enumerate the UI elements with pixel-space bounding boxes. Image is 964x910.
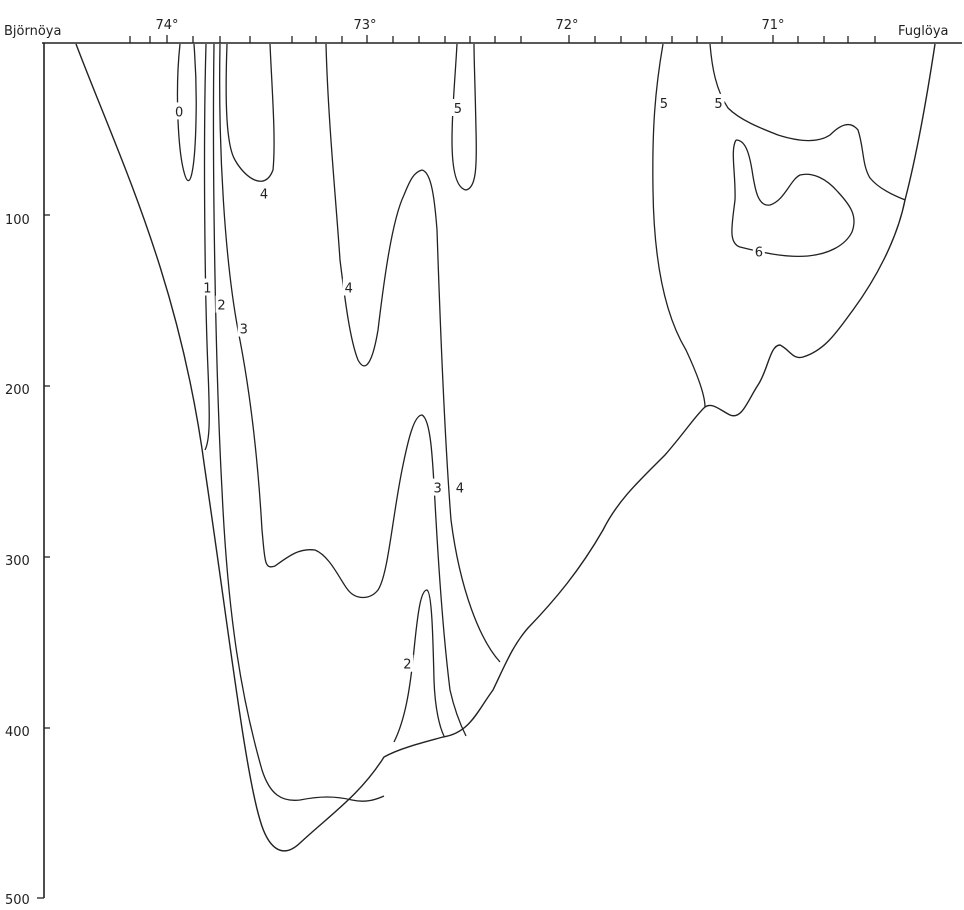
contour-label: 4	[345, 282, 353, 297]
x-tick-label: 74°	[155, 18, 178, 33]
contour-label: 2	[217, 299, 225, 314]
contour-label: 5	[714, 97, 722, 112]
right-endpoint-label: Fuglöya	[898, 24, 948, 39]
y-tick-label: 200	[5, 383, 30, 398]
x-tick-label: 72°	[555, 18, 578, 33]
isotherm-contours	[177, 44, 905, 801]
contour-6	[732, 140, 854, 256]
contour-2	[213, 44, 384, 801]
contour-label: 3	[240, 323, 248, 338]
contour-5-left	[452, 44, 476, 190]
contour-3-left	[220, 44, 466, 736]
contour-label: 1	[203, 282, 211, 297]
contour-4-upper	[226, 44, 274, 181]
contour-label: 6	[755, 246, 763, 261]
y-tick-label: 500	[5, 893, 30, 908]
contour-label: 0	[175, 105, 183, 120]
contour-1	[205, 44, 210, 450]
x-tick-label: 71°	[761, 18, 784, 33]
contour-4-main	[326, 44, 500, 662]
contour-label: 5	[660, 97, 668, 112]
contour-label: 5	[454, 102, 462, 117]
left-endpoint-label: Björnöya	[4, 24, 61, 39]
top-axis-ticks	[130, 36, 875, 43]
x-tick-label: 73°	[353, 18, 376, 33]
y-tick-label: 300	[5, 554, 30, 569]
contour-label: 4	[456, 482, 464, 497]
contour-label: 4	[260, 187, 268, 202]
contour-label: 2	[403, 658, 411, 673]
y-tick-label: 400	[5, 725, 30, 740]
contour-label: 3	[434, 482, 442, 497]
y-tick-label: 100	[5, 213, 30, 228]
contour-5-right	[710, 44, 905, 200]
